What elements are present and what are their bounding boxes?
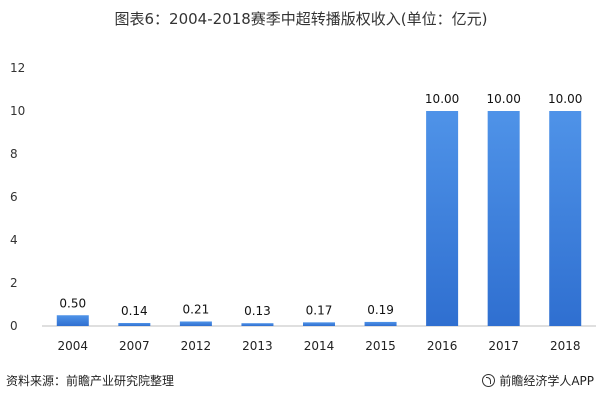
x-tick-label-2004: 2004	[58, 339, 89, 353]
bar-2004	[56, 315, 89, 326]
x-tick-label-2007: 2007	[119, 339, 150, 353]
y-tick-label: 4	[10, 233, 18, 247]
source-note: 资料来源：前瞻产业研究院整理	[6, 374, 175, 388]
x-tick-label-2017: 2017	[488, 339, 519, 353]
bar-2016	[426, 111, 459, 326]
x-tick-label-2015: 2015	[365, 339, 396, 353]
data-label-2017: 10.00	[486, 92, 520, 106]
data-label-2016: 10.00	[425, 92, 459, 106]
y-tick-label: 8	[10, 147, 18, 161]
data-label-2015: 0.19	[367, 303, 394, 317]
y-tick-label: 6	[10, 190, 18, 204]
y-tick-label: 0	[10, 319, 18, 333]
brand-name: 前瞻经济学人APP	[499, 374, 594, 388]
bar-2018	[549, 111, 582, 326]
bar-2012	[179, 321, 212, 326]
x-tick-label-2014: 2014	[304, 339, 335, 353]
y-tick-label: 2	[10, 276, 18, 290]
bar-2017	[487, 111, 520, 326]
x-tick-label-2012: 2012	[181, 339, 212, 353]
y-tick-label: 12	[10, 61, 25, 75]
bar-2007	[118, 322, 151, 326]
x-tick-label-2013: 2013	[242, 339, 273, 353]
x-tick-label-2016: 2016	[427, 339, 458, 353]
chart-title: 图表6：2004-2018赛季中超转播版权收入(单位：亿元)	[114, 10, 488, 28]
bar-2014	[303, 322, 335, 326]
brand-credit: 前瞻经济学人APP	[482, 372, 594, 389]
x-tick-label-2018: 2018	[550, 339, 581, 353]
data-label-2007: 0.14	[121, 304, 148, 318]
bar-2015	[364, 321, 397, 326]
data-label-2013: 0.13	[244, 304, 271, 318]
data-label-2018: 10.00	[548, 92, 582, 106]
y-tick-label: 10	[10, 104, 25, 118]
data-label-2014: 0.17	[306, 303, 333, 317]
data-label-2004: 0.50	[59, 296, 86, 310]
data-label-2012: 0.21	[183, 302, 210, 316]
bar-2013	[241, 323, 274, 326]
brand-logo-icon	[482, 374, 496, 387]
